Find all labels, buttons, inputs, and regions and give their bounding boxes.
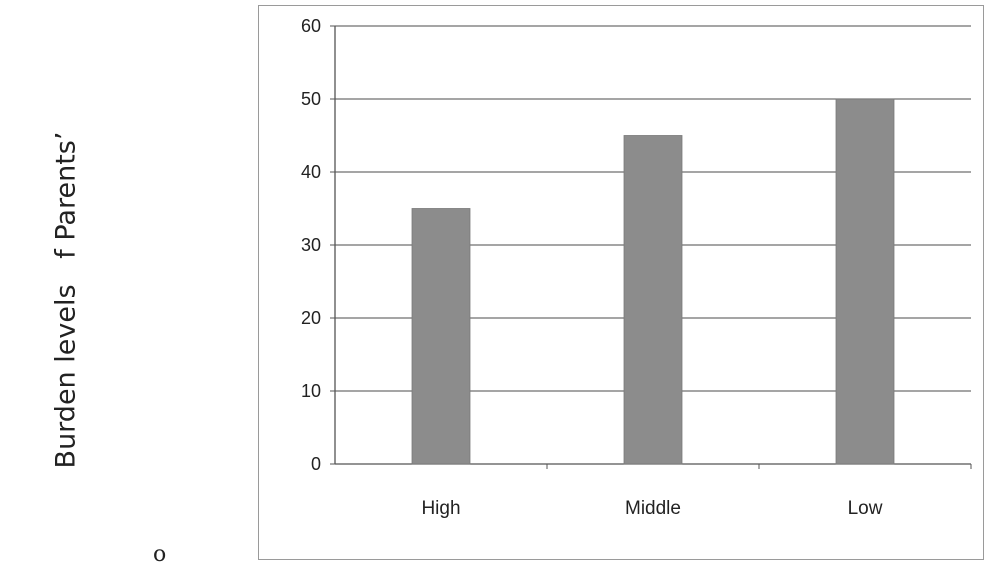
stray-character: o [153, 542, 167, 567]
x-tick-label-middle: Middle [625, 498, 681, 519]
x-tick-label-high: High [421, 498, 460, 519]
bar-chart: 0 10 20 30 40 50 60 High Middle Low [301, 16, 972, 519]
y-tick-label: 0 [311, 454, 321, 474]
bar-low [835, 98, 895, 465]
y-tick-label: 50 [301, 89, 321, 109]
y-tick-label: 20 [301, 308, 321, 328]
y-tick-label: 30 [301, 235, 321, 255]
y-tick-labels: 0 10 20 30 40 50 60 [301, 16, 321, 474]
y-axis-label: Burden levels f Parents’ [50, 131, 82, 469]
bar-middle [623, 135, 683, 465]
bar-high [411, 208, 471, 465]
y-tick-label: 60 [301, 16, 321, 36]
bars [411, 98, 895, 465]
chart-frame: 0 10 20 30 40 50 60 High Middle Low [258, 5, 984, 560]
x-tick-label-low: Low [848, 498, 883, 519]
y-tick-label: 10 [301, 381, 321, 401]
x-tick-labels: High Middle Low [421, 498, 882, 519]
y-tick-label: 40 [301, 162, 321, 182]
